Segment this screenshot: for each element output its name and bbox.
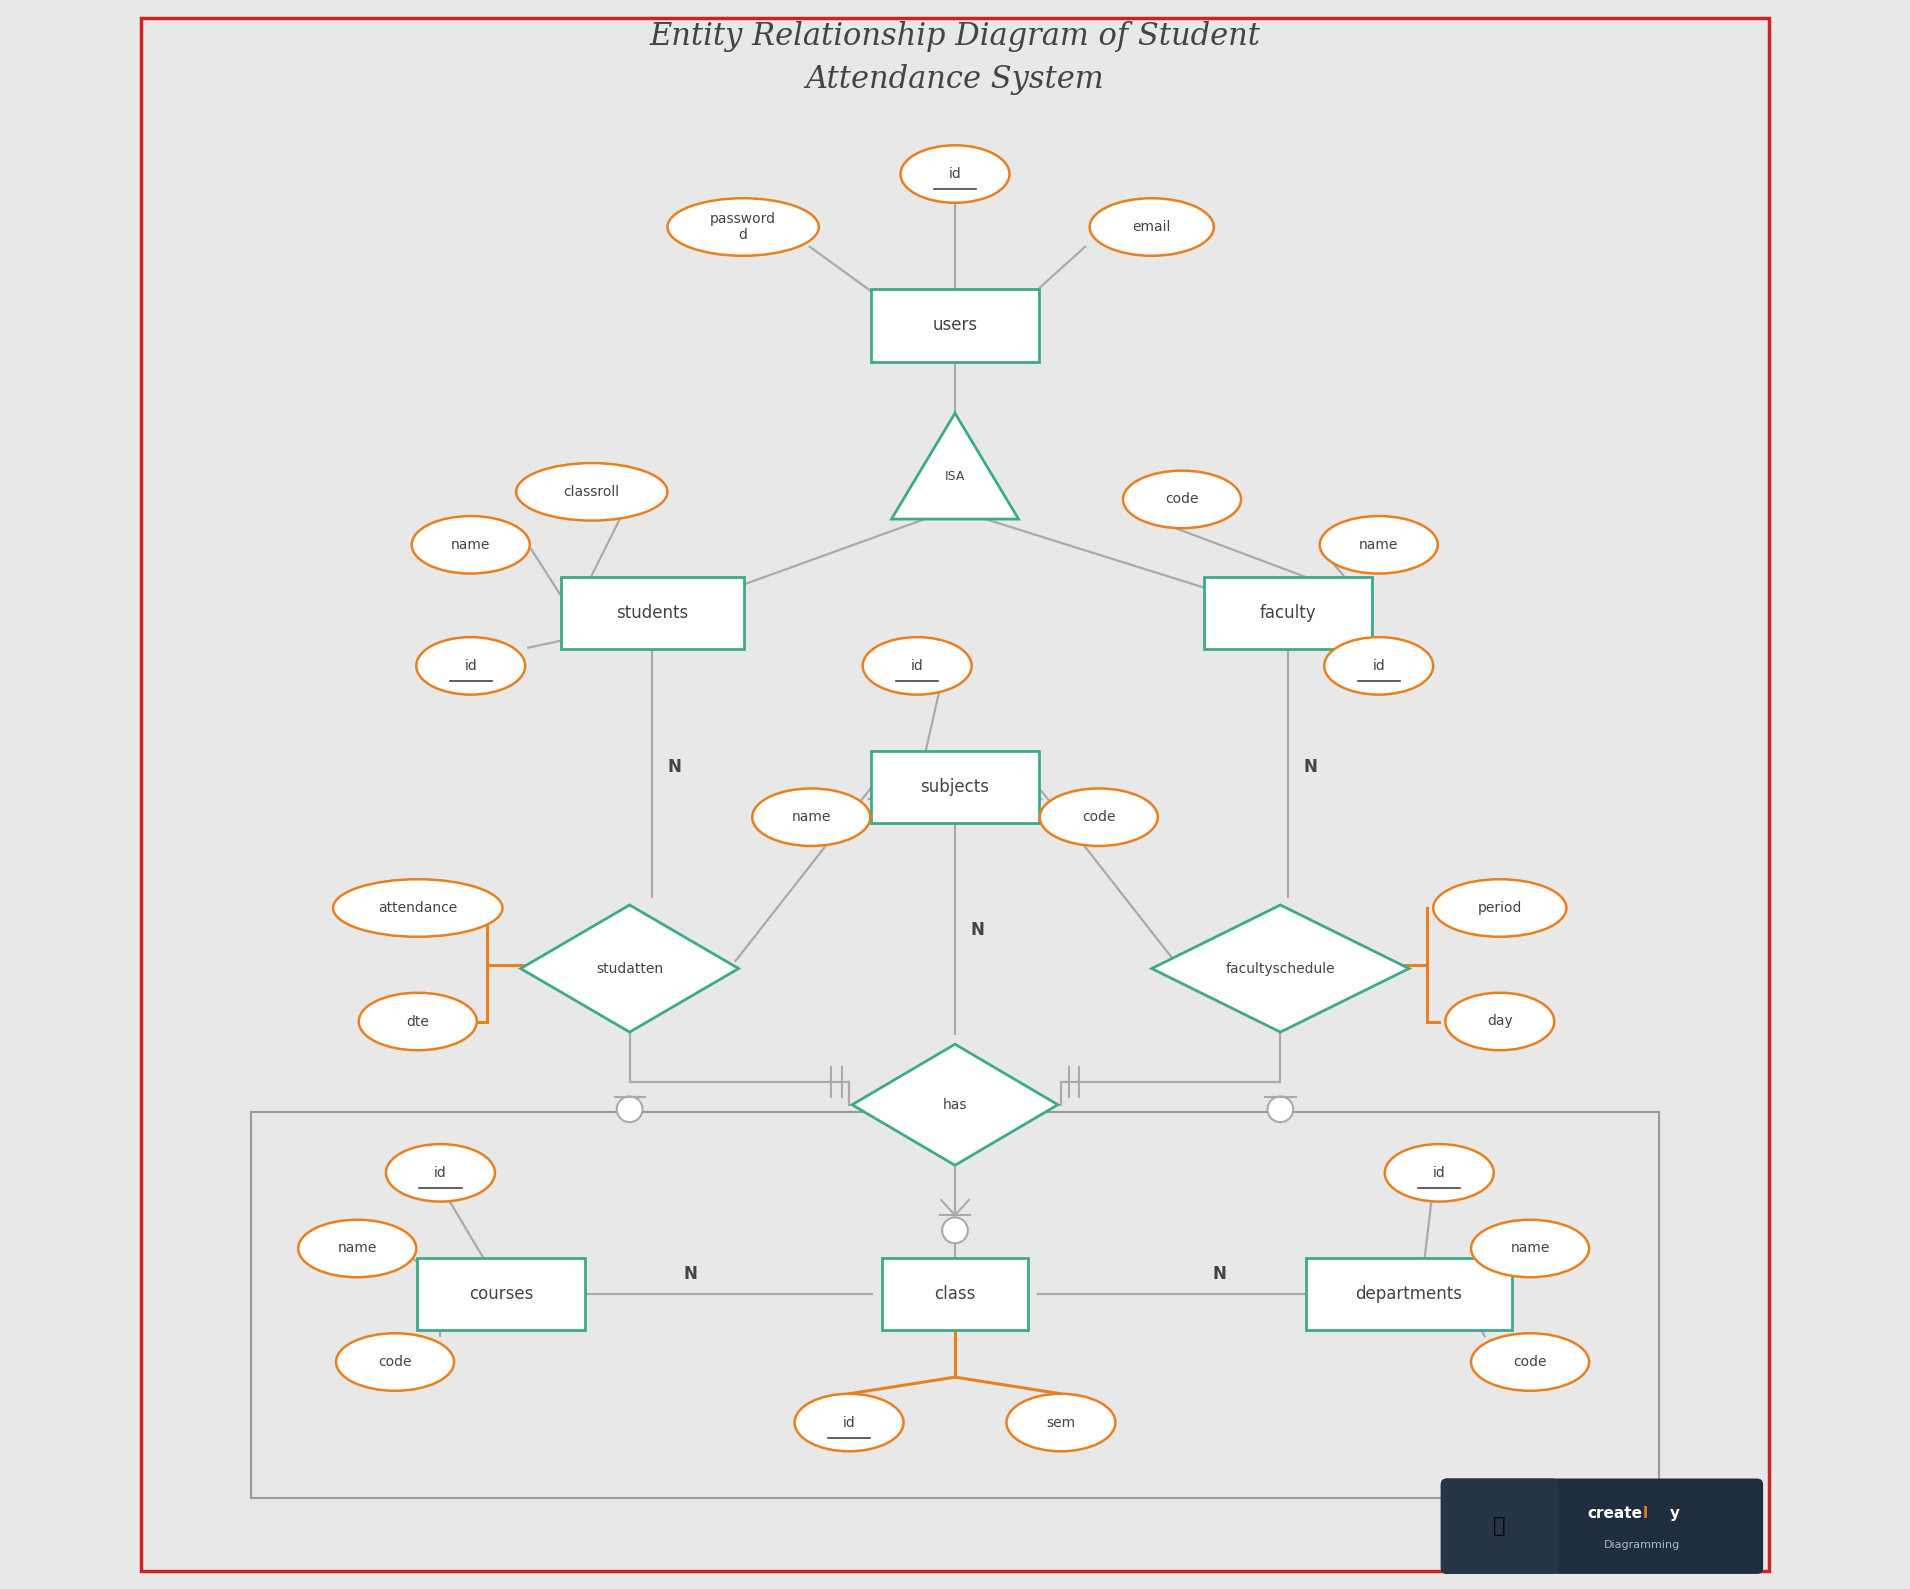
Polygon shape	[892, 413, 1018, 520]
Ellipse shape	[1385, 1144, 1494, 1201]
Text: 💡: 💡	[1494, 1516, 1505, 1537]
Text: name: name	[338, 1241, 376, 1255]
Text: has: has	[944, 1098, 966, 1112]
Polygon shape	[521, 906, 739, 1033]
Text: N: N	[1213, 1265, 1226, 1284]
Text: email: email	[1133, 219, 1171, 234]
Text: N: N	[684, 1265, 697, 1284]
Text: attendance: attendance	[378, 901, 456, 915]
Text: period: period	[1478, 901, 1522, 915]
Text: classroll: classroll	[563, 485, 621, 499]
Text: N: N	[970, 922, 984, 939]
Text: Entity Relationship Diagram of Student
Attendance System: Entity Relationship Diagram of Student A…	[649, 21, 1261, 94]
Text: id: id	[842, 1416, 856, 1430]
Text: name: name	[791, 810, 831, 825]
Ellipse shape	[332, 879, 502, 938]
Text: dte: dte	[407, 1014, 430, 1028]
Text: ISA: ISA	[945, 470, 965, 483]
Ellipse shape	[1039, 788, 1157, 845]
Polygon shape	[852, 1044, 1058, 1165]
FancyBboxPatch shape	[871, 289, 1039, 362]
Text: id: id	[911, 659, 924, 672]
Text: Diagramming: Diagramming	[1604, 1540, 1681, 1549]
Text: N: N	[1303, 758, 1316, 777]
FancyBboxPatch shape	[1440, 1478, 1559, 1573]
Text: id: id	[464, 659, 478, 672]
Ellipse shape	[359, 993, 478, 1050]
Text: facultyschedule: facultyschedule	[1226, 961, 1335, 976]
Text: id: id	[1432, 1166, 1446, 1181]
FancyBboxPatch shape	[1440, 1478, 1763, 1573]
Text: sem: sem	[1047, 1416, 1075, 1430]
Text: create: create	[1587, 1506, 1643, 1521]
Ellipse shape	[617, 1096, 642, 1122]
Text: N: N	[667, 758, 682, 777]
Ellipse shape	[795, 1394, 903, 1451]
Ellipse shape	[516, 462, 667, 521]
FancyBboxPatch shape	[562, 577, 743, 650]
Text: day: day	[1486, 1014, 1513, 1028]
Ellipse shape	[1471, 1333, 1589, 1390]
Ellipse shape	[416, 637, 525, 694]
Ellipse shape	[1123, 470, 1242, 528]
FancyBboxPatch shape	[416, 1257, 584, 1330]
Ellipse shape	[1446, 993, 1555, 1050]
Text: users: users	[932, 316, 978, 334]
Text: departments: departments	[1356, 1286, 1463, 1303]
Ellipse shape	[667, 199, 819, 256]
Text: courses: courses	[468, 1286, 533, 1303]
Ellipse shape	[413, 516, 529, 574]
Text: code: code	[378, 1355, 413, 1370]
Ellipse shape	[298, 1220, 416, 1278]
Text: students: students	[617, 604, 688, 621]
Text: name: name	[1511, 1241, 1549, 1255]
Ellipse shape	[1091, 199, 1213, 256]
Ellipse shape	[1007, 1394, 1115, 1451]
Text: faculty: faculty	[1259, 604, 1316, 621]
Text: class: class	[934, 1286, 976, 1303]
Text: l: l	[1643, 1506, 1648, 1521]
Text: code: code	[1165, 493, 1199, 507]
Ellipse shape	[1268, 1096, 1293, 1122]
Ellipse shape	[942, 1217, 968, 1243]
Text: subjects: subjects	[921, 779, 989, 796]
Ellipse shape	[900, 145, 1010, 203]
Text: password
d: password d	[711, 211, 775, 242]
Ellipse shape	[1432, 879, 1566, 938]
FancyBboxPatch shape	[1306, 1257, 1513, 1330]
Text: id: id	[949, 167, 961, 181]
Polygon shape	[1152, 906, 1410, 1033]
Ellipse shape	[1320, 516, 1438, 574]
FancyBboxPatch shape	[882, 1257, 1028, 1330]
Ellipse shape	[1324, 637, 1432, 694]
FancyBboxPatch shape	[871, 750, 1039, 823]
Text: code: code	[1513, 1355, 1547, 1370]
Text: name: name	[1360, 537, 1398, 551]
Ellipse shape	[336, 1333, 455, 1390]
Text: id: id	[434, 1166, 447, 1181]
Text: y: y	[1669, 1506, 1681, 1521]
Ellipse shape	[753, 788, 871, 845]
Ellipse shape	[386, 1144, 495, 1201]
Ellipse shape	[863, 637, 972, 694]
Ellipse shape	[1471, 1220, 1589, 1278]
Text: studatten: studatten	[596, 961, 663, 976]
FancyBboxPatch shape	[1203, 577, 1371, 650]
Text: code: code	[1083, 810, 1115, 825]
Text: name: name	[451, 537, 491, 551]
Text: id: id	[1373, 659, 1385, 672]
